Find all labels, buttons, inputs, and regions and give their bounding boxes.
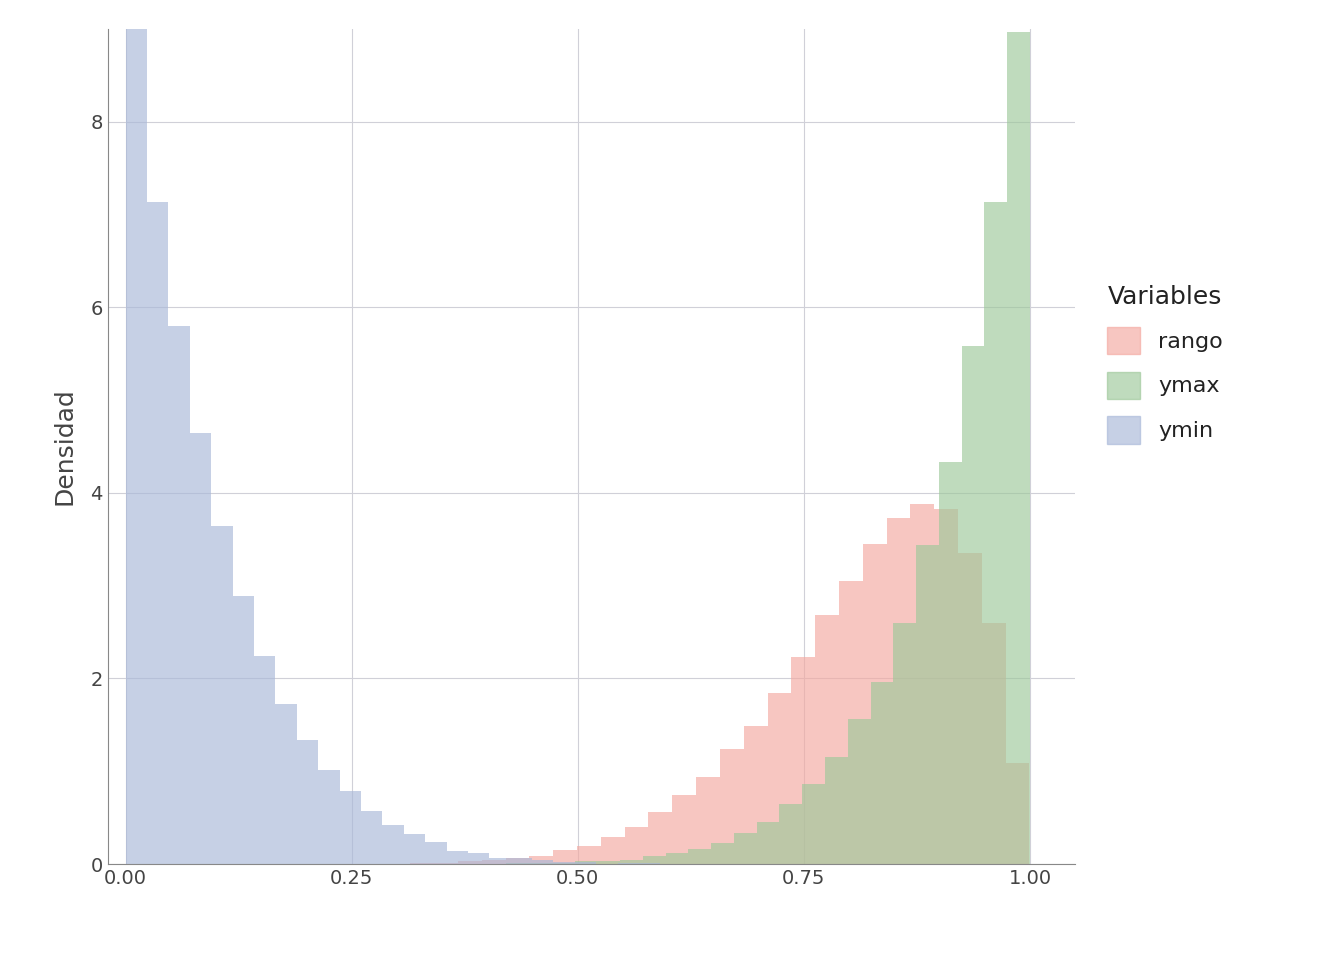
- Bar: [125, 29, 146, 864]
- Bar: [552, 863, 574, 864]
- Bar: [481, 860, 505, 864]
- Bar: [887, 518, 910, 864]
- Bar: [577, 846, 601, 864]
- Bar: [648, 812, 672, 864]
- Bar: [489, 857, 511, 864]
- Bar: [254, 656, 276, 864]
- Bar: [665, 853, 688, 864]
- Bar: [734, 833, 757, 864]
- Bar: [597, 861, 620, 864]
- Bar: [958, 553, 982, 864]
- Bar: [917, 545, 939, 864]
- Y-axis label: Densidad: Densidad: [52, 388, 77, 505]
- Bar: [554, 862, 575, 864]
- Bar: [211, 526, 233, 864]
- Legend: rango, ymax, ymin: rango, ymax, ymin: [1095, 274, 1234, 455]
- Bar: [939, 463, 962, 864]
- Bar: [530, 856, 554, 864]
- Bar: [825, 757, 848, 864]
- Bar: [446, 851, 468, 864]
- Bar: [743, 726, 767, 864]
- Bar: [297, 740, 319, 864]
- Bar: [792, 658, 816, 864]
- Bar: [672, 795, 696, 864]
- Bar: [434, 863, 458, 864]
- Bar: [625, 827, 648, 864]
- Bar: [1007, 33, 1030, 864]
- Bar: [601, 837, 625, 864]
- Bar: [848, 719, 871, 864]
- Bar: [168, 326, 190, 864]
- Bar: [620, 860, 642, 864]
- Bar: [711, 843, 734, 864]
- Bar: [757, 822, 780, 864]
- Bar: [816, 615, 839, 864]
- Bar: [505, 858, 530, 864]
- Bar: [340, 791, 362, 864]
- Bar: [984, 203, 1007, 864]
- Bar: [871, 683, 894, 864]
- Bar: [696, 777, 720, 864]
- Bar: [190, 433, 211, 864]
- Bar: [574, 861, 597, 864]
- Bar: [425, 842, 446, 864]
- Bar: [276, 704, 297, 864]
- Bar: [802, 784, 825, 864]
- Bar: [233, 596, 254, 864]
- Bar: [458, 861, 481, 864]
- Bar: [982, 623, 1005, 864]
- Bar: [146, 202, 168, 864]
- Bar: [934, 510, 958, 864]
- Bar: [642, 856, 665, 864]
- Bar: [1005, 763, 1030, 864]
- Bar: [767, 693, 792, 864]
- Bar: [532, 860, 554, 864]
- Bar: [894, 623, 917, 864]
- Bar: [910, 504, 934, 864]
- Bar: [511, 858, 532, 864]
- Bar: [382, 825, 403, 864]
- Bar: [863, 544, 887, 864]
- Bar: [839, 581, 863, 864]
- Bar: [575, 862, 597, 864]
- Bar: [720, 750, 743, 864]
- Bar: [403, 833, 425, 864]
- Bar: [780, 804, 802, 864]
- Bar: [688, 849, 711, 864]
- Bar: [468, 853, 489, 864]
- Bar: [962, 347, 984, 864]
- Bar: [554, 851, 577, 864]
- Bar: [362, 811, 382, 864]
- Bar: [319, 771, 340, 864]
